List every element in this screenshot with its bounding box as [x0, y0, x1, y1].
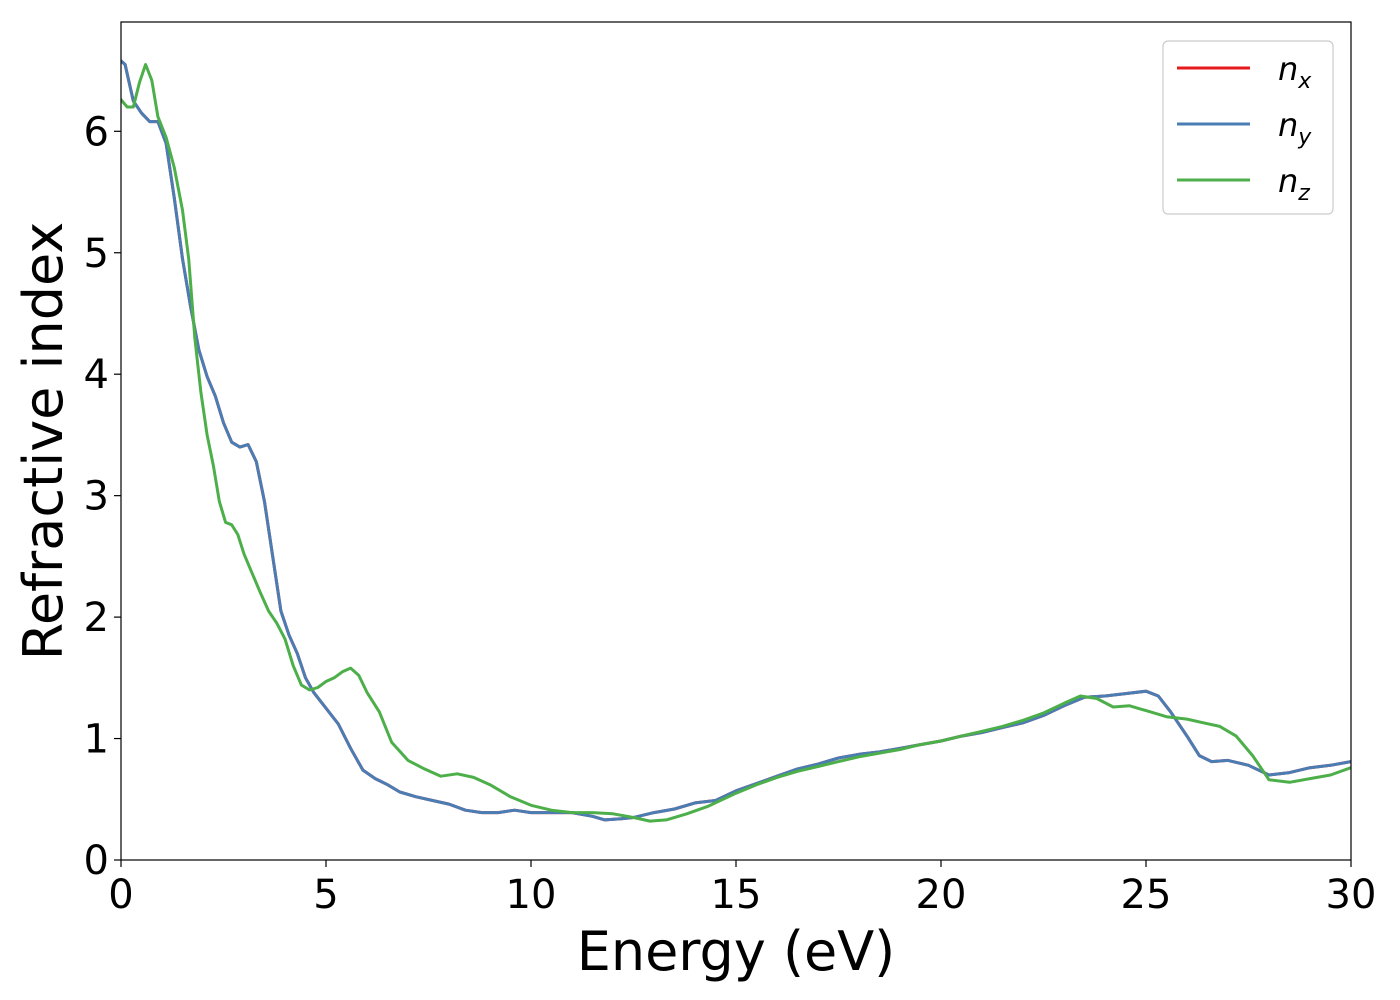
y-tick-label: 1: [84, 717, 109, 763]
x-tick-label: 15: [711, 872, 762, 918]
legend-box: [1162, 40, 1334, 215]
y-axis-label: Refractive index: [12, 222, 75, 661]
legend-label-base: n: [1278, 162, 1298, 200]
x-tick-label: 0: [108, 872, 133, 918]
x-tick-label: 30: [1326, 872, 1377, 918]
legend-label-subscript: x: [1297, 69, 1312, 94]
legend-label-subscript: y: [1297, 125, 1312, 150]
x-axis: 0 5 10 15 20 25 30: [108, 860, 1376, 918]
x-tick-label: 10: [506, 872, 557, 918]
legend-label-base: n: [1278, 50, 1298, 88]
legend-label: ny: [1278, 106, 1312, 150]
y-axis: 0 1 2 3 4 5 6: [84, 109, 121, 884]
x-tick-label: 25: [1121, 872, 1172, 918]
y-tick-label: 2: [84, 595, 109, 641]
x-tick-label: 5: [313, 872, 338, 918]
legend-label: nx: [1278, 50, 1312, 94]
y-tick-label: 5: [84, 231, 109, 277]
legend-label-base: n: [1278, 106, 1298, 144]
series-layer: [121, 59, 1351, 823]
y-tick-label: 3: [84, 474, 109, 520]
y-tick-label: 4: [84, 352, 109, 398]
x-tick-label: 20: [916, 872, 967, 918]
y-tick-label: 6: [84, 109, 109, 155]
x-axis-label: Energy (eV): [577, 920, 896, 983]
legend-label-subscript: z: [1297, 181, 1310, 206]
series-line-n-z: [121, 63, 1351, 823]
y-tick-label: 0: [84, 838, 109, 884]
legend-label: nz: [1278, 162, 1310, 206]
